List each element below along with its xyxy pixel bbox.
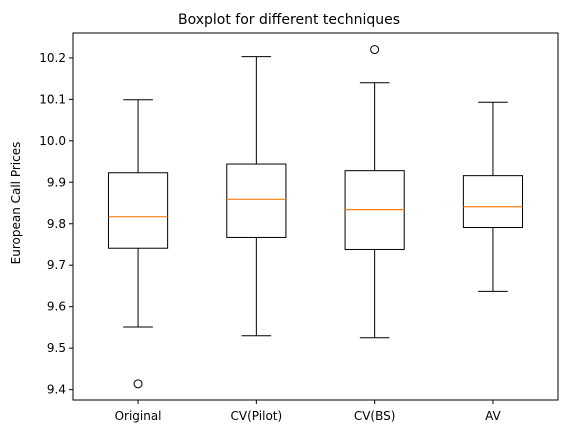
chart-title: Boxplot for different techniques [178,12,400,28]
outlier-point [370,45,380,55]
x-tick-label: Original [115,409,162,423]
x-tick-label: AV [485,409,501,423]
y-tick-label: 9.7 [47,258,66,272]
y-tick-label: 9.9 [47,175,66,189]
y-axis-title: European Call Prices [9,142,23,265]
y-tick-label: 9.4 [47,383,66,397]
x-tick-label: CV(BS) [354,409,396,423]
plot-frame [72,32,559,401]
y-tick-label: 9.6 [47,300,66,314]
x-tick-label: CV(Pilot) [231,409,283,423]
y-tick-label: 10.0 [39,134,66,148]
box-iqr [107,172,169,249]
y-tick-label: 10.1 [39,92,66,106]
plot-area [107,45,524,389]
y-tick-label: 10.2 [39,51,66,65]
y-tick-label: 9.8 [47,217,66,231]
box-iqr [226,163,287,238]
y-tick-label: 9.5 [47,341,66,355]
outlier-point [133,379,143,389]
box-iqr [462,175,524,228]
